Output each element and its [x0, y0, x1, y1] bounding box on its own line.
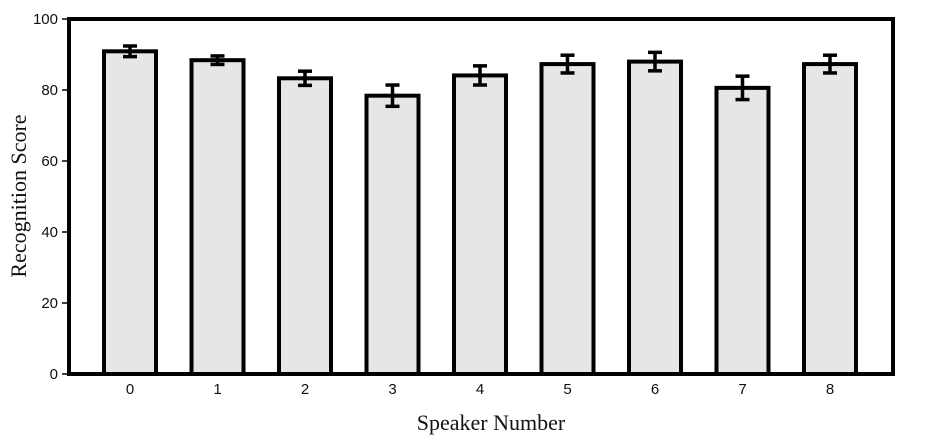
plot-frame	[67, 17, 895, 376]
y-tick-label: 80	[41, 82, 58, 99]
y-axis-label: Recognition Score	[6, 114, 31, 277]
y-tick-label: 60	[41, 153, 58, 170]
x-tick-label: 2	[301, 381, 309, 398]
error-bar-3	[385, 83, 400, 109]
x-tick-label: 8	[826, 381, 834, 398]
x-axis-label: Speaker Number	[417, 410, 566, 435]
error-bar-5	[560, 53, 575, 75]
bar-8	[802, 62, 858, 377]
error-bar-6	[648, 50, 662, 73]
y-tick-label: 20	[41, 295, 58, 312]
bar-5	[539, 62, 596, 377]
bar-0	[102, 49, 158, 377]
x-tick-label: 1	[213, 381, 221, 398]
error-bar-1	[210, 54, 225, 67]
error-bar-2	[298, 69, 312, 88]
error-bar-4	[473, 64, 487, 87]
x-tick-label: 0	[126, 381, 134, 398]
y-tick-label: 40	[41, 224, 58, 241]
x-tick-label: 7	[738, 381, 746, 398]
bar-3	[364, 93, 421, 377]
y-tick-label: 100	[33, 11, 58, 28]
bar-1	[189, 58, 246, 377]
x-tick-label: 3	[388, 381, 396, 398]
x-tick-label: 6	[651, 381, 659, 398]
y-tick-label: 0	[50, 366, 58, 383]
x-tick-label: 4	[476, 381, 484, 398]
error-bar-0	[123, 44, 137, 59]
x-tick-label: 5	[563, 381, 571, 398]
error-bar-7	[735, 74, 750, 102]
error-bar-8	[823, 53, 837, 75]
bar-4	[452, 73, 508, 376]
bar-6	[627, 59, 683, 376]
bar-2	[277, 76, 333, 376]
bar-7	[714, 85, 771, 377]
